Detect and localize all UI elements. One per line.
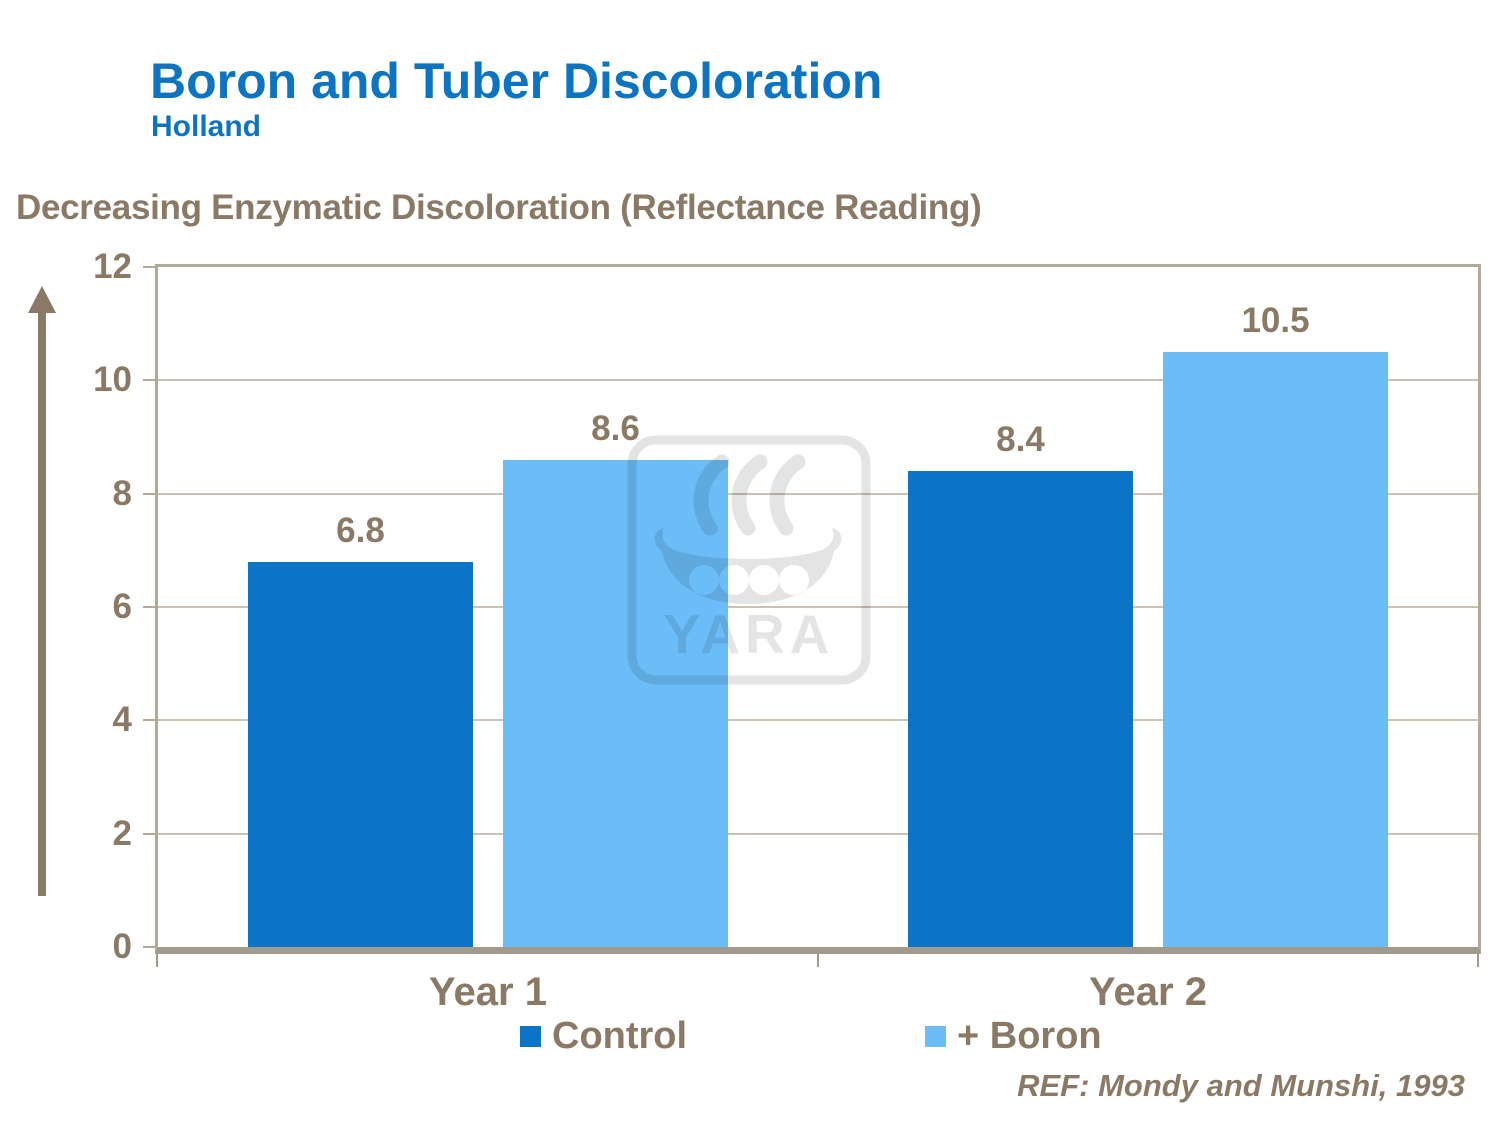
boron-swatch-icon xyxy=(925,1025,946,1047)
gridline xyxy=(158,379,1478,382)
y-axis-tick-label: 10 xyxy=(93,360,132,400)
y-axis-tick-label: 8 xyxy=(112,473,132,513)
y-axis-tick-mark xyxy=(143,832,158,835)
value-label: 10.5 xyxy=(1241,301,1310,340)
legend-label-boron: + Boron xyxy=(957,1014,1102,1057)
x-axis-tick-mark xyxy=(156,954,158,967)
plot-area xyxy=(155,264,1481,954)
value-label: 8.6 xyxy=(591,408,640,448)
legend-item-control: Control xyxy=(520,1012,687,1060)
gridline xyxy=(158,492,1478,495)
y-axis-tick-label: 2 xyxy=(112,813,132,853)
value-label: 6.8 xyxy=(336,510,385,550)
legend-label-control: Control xyxy=(552,1014,688,1057)
gridline xyxy=(158,832,1478,835)
bar-boron-year1 xyxy=(503,459,728,947)
page-title: Boron and Tuber Discoloration xyxy=(150,53,883,109)
bar-control-year1 xyxy=(248,561,473,947)
ship-sail-arcs xyxy=(693,454,806,536)
y-axis-tick-mark xyxy=(143,719,158,722)
bar-control-year2 xyxy=(908,471,1133,947)
x-category-label-year1: Year 1 xyxy=(429,970,547,1014)
x-category-label-year2: Year 2 xyxy=(1089,970,1207,1014)
y-axis-tick-mark xyxy=(143,379,158,382)
watermark-text: YARA xyxy=(664,603,835,665)
up-arrow-shaft xyxy=(38,308,46,896)
x-axis-tick-mark xyxy=(1477,954,1479,967)
control-swatch-icon xyxy=(520,1025,541,1047)
y-axis-tick-mark xyxy=(143,266,158,268)
y-axis-tick-label: 12 xyxy=(93,247,132,286)
ship-hull xyxy=(654,528,842,604)
reference-text: REF: Mondy and Munshi, 1993 xyxy=(1017,1068,1465,1103)
y-axis-tick-label: 4 xyxy=(112,700,132,740)
gridline xyxy=(158,606,1478,608)
plot-inner xyxy=(158,267,1478,947)
y-axis-tick-mark xyxy=(143,606,158,608)
chart-title: Decreasing Enzymatic Discoloration (Refl… xyxy=(16,188,982,227)
y-axis-tick-mark xyxy=(143,492,158,495)
value-label: 8.4 xyxy=(996,420,1045,459)
watermark-frame xyxy=(627,435,871,685)
page-subtitle: Holland xyxy=(151,110,261,143)
y-axis-tick-mark xyxy=(143,946,158,948)
x-axis-tick-mark xyxy=(817,954,819,967)
bar-boron-year2 xyxy=(1163,352,1388,947)
y-axis-tick-label: 6 xyxy=(112,587,132,626)
yara-viking-ship-logo: YARA xyxy=(627,435,871,685)
gridline xyxy=(158,719,1478,722)
y-axis-tick-label: 0 xyxy=(112,927,132,966)
legend-item-boron: + Boron xyxy=(925,1012,1102,1060)
